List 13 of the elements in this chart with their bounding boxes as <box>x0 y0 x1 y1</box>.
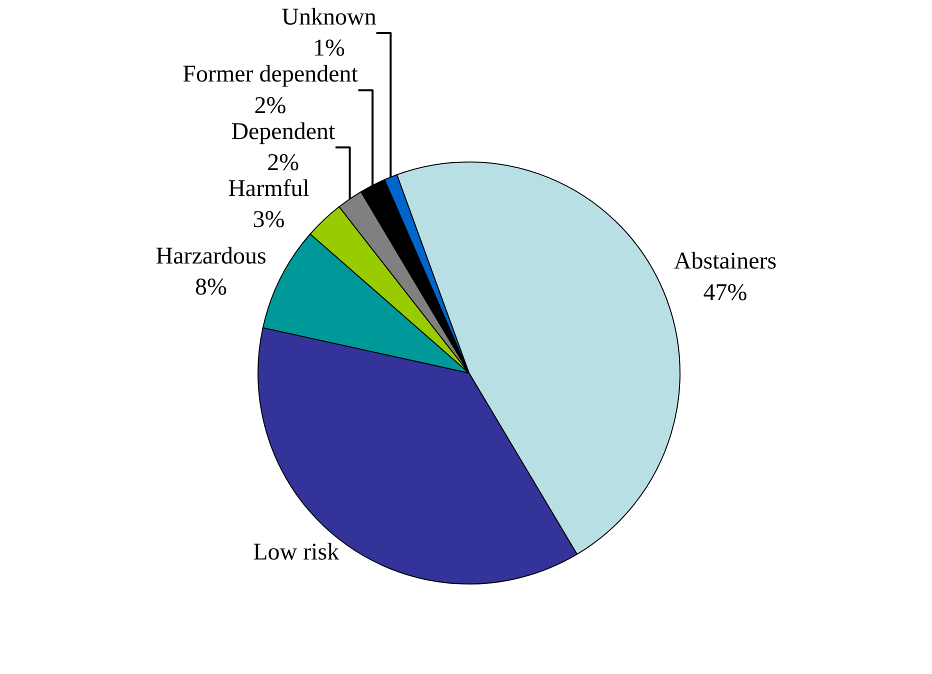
slice-label: Abstainers <box>674 248 777 275</box>
data-label: 2% <box>254 92 286 119</box>
slice-label: Harmful <box>228 176 310 202</box>
slice-label: Unknown <box>282 4 376 30</box>
data-label: 8% <box>195 274 228 301</box>
data-label: 47% <box>703 280 748 306</box>
slice-label: Harzardous <box>156 243 266 270</box>
data-label: 1% <box>313 36 346 62</box>
slice-label: Former dependent <box>182 62 358 88</box>
slice-label: Dependent <box>231 118 336 145</box>
data-label: 3% <box>252 207 285 234</box>
slice-label: Low risk <box>253 540 340 566</box>
data-label: 2% <box>267 150 300 176</box>
